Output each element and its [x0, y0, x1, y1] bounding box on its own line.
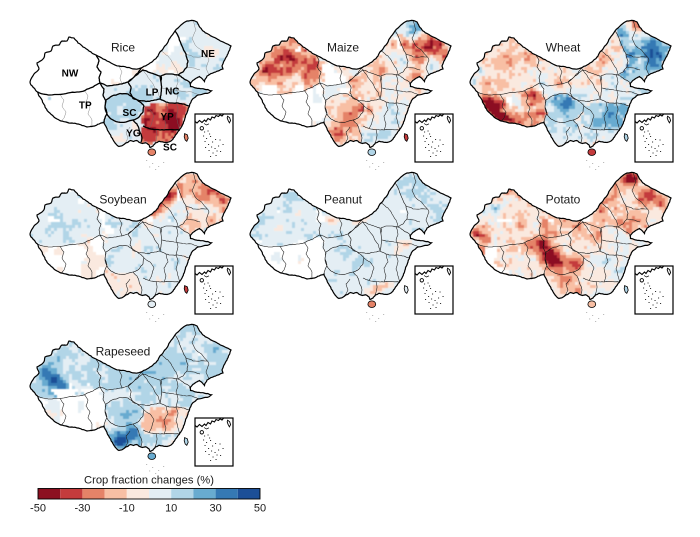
- svg-text:50: 50: [254, 503, 266, 515]
- svg-text:-10: -10: [119, 503, 135, 515]
- svg-text:LP: LP: [146, 88, 159, 99]
- svg-text:-50: -50: [30, 503, 46, 515]
- svg-text:NW: NW: [62, 69, 79, 80]
- svg-text:Rice: Rice: [111, 41, 135, 55]
- svg-text:Wheat: Wheat: [546, 41, 581, 55]
- svg-text:NE: NE: [201, 49, 215, 60]
- svg-text:Peanut: Peanut: [324, 193, 363, 207]
- svg-text:Potato: Potato: [546, 193, 581, 207]
- svg-text:YP: YP: [161, 112, 175, 123]
- svg-text:SC: SC: [163, 142, 177, 153]
- svg-text:TP: TP: [79, 101, 92, 112]
- svg-text:Soybean: Soybean: [99, 193, 146, 207]
- svg-text:NC: NC: [165, 87, 179, 98]
- svg-text:-30: -30: [74, 503, 90, 515]
- svg-text:Maize: Maize: [327, 41, 359, 55]
- svg-text:30: 30: [209, 503, 221, 515]
- svg-text:Crop fraction changes (%): Crop fraction changes (%): [84, 475, 214, 487]
- svg-text:YG: YG: [126, 129, 141, 140]
- svg-text:SC: SC: [123, 108, 137, 119]
- svg-text:10: 10: [165, 503, 177, 515]
- svg-text:Rapeseed: Rapeseed: [96, 345, 151, 359]
